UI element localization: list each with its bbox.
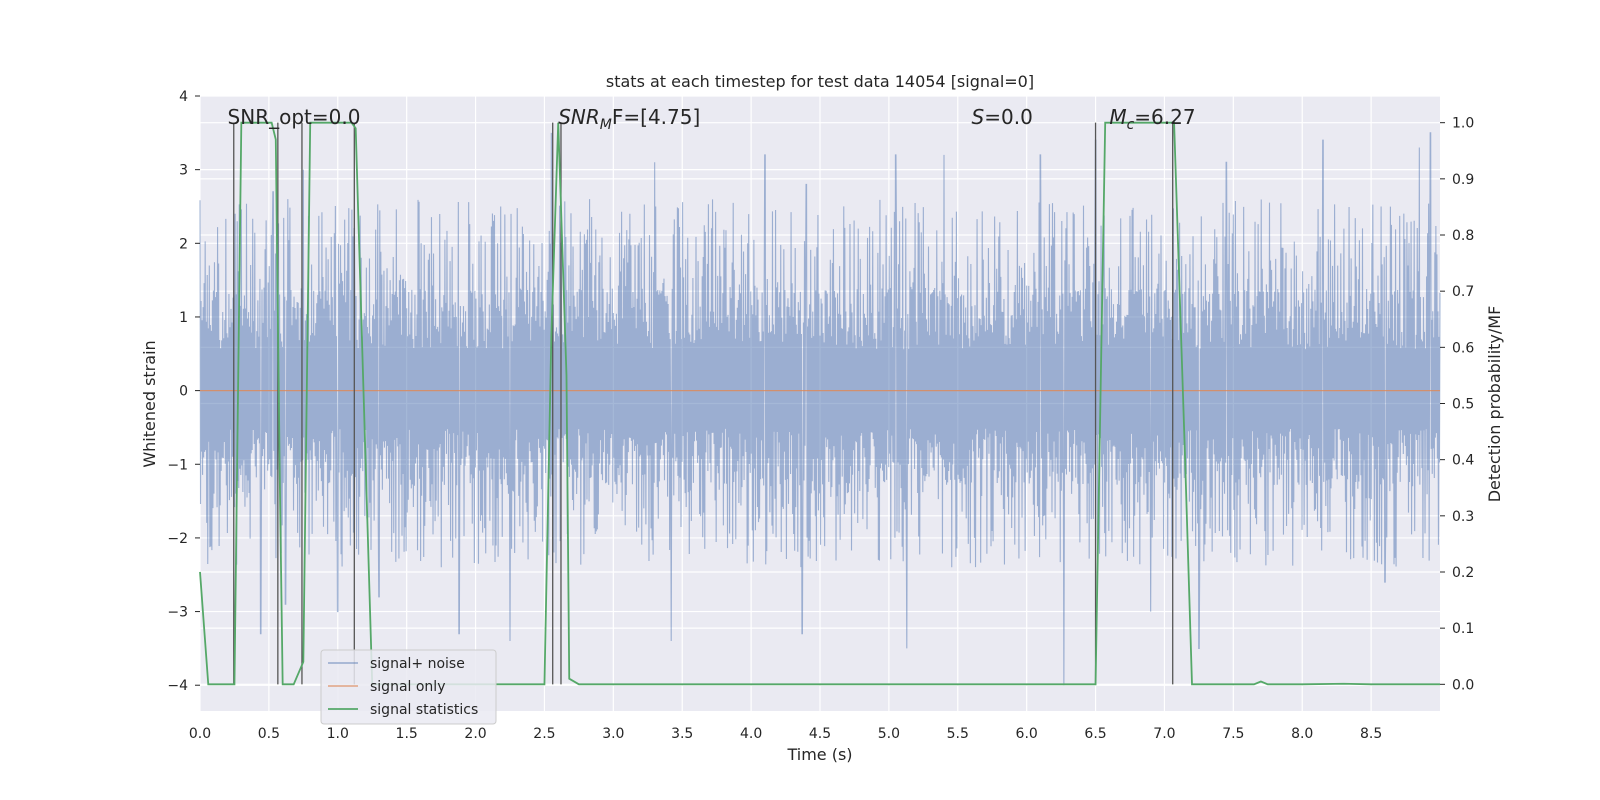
y-axis-label: Whitened strain	[140, 340, 159, 467]
y2-tick-label: 0.5	[1452, 397, 1474, 413]
legend-box	[320, 649, 497, 725]
y2-tick-label: 0.8	[1452, 228, 1474, 244]
annotation-1: SNRMF=[4.75]	[558, 105, 700, 133]
annotation-0: SNR_opt=0.0	[228, 105, 361, 129]
legend-label-signal-only: signal only	[370, 679, 445, 695]
x-axis: 0.0 0.5 1.0 1.5 2.0 2.5 3.0 3.5 4.0 4.5 5.0 5.5 6.0 6…	[189, 726, 1382, 742]
y-tick-label: 1	[179, 310, 188, 326]
x-tick-label: 7.5	[1222, 726, 1244, 742]
y2-tick-label: 0.2	[1452, 565, 1474, 581]
x-tick-label: 6.0	[1016, 726, 1038, 742]
x-tick-label: 2.5	[533, 726, 555, 742]
y2-tick-label: 0.9	[1452, 172, 1474, 188]
y2-tick-label: 0.7	[1452, 284, 1474, 300]
x-tick-label: 3.5	[671, 726, 693, 742]
legend: signal+ noise signal only signal statist…	[320, 649, 497, 725]
series-signal-statistics	[199, 121, 1440, 686]
x-tick-label: 1.0	[327, 726, 349, 742]
y2-axis-label: Detection probability/MF	[1485, 306, 1504, 503]
x-tick-label: 0.5	[258, 726, 280, 742]
x-tick-label: 1.5	[396, 726, 418, 742]
x-tick-label: 8.5	[1360, 726, 1382, 742]
x-tick-label: 7.0	[1153, 726, 1175, 742]
y2-tick-label: 0.6	[1452, 340, 1474, 356]
legend-label-signal-noise: signal+ noise	[370, 656, 465, 672]
signal-statistics-line	[199, 121, 1440, 686]
y-tick-label: −2	[167, 531, 188, 547]
annotation-3: Mc=6.27	[1109, 105, 1195, 133]
y-tick-label: 4	[179, 89, 188, 105]
x-tick-label: 0.0	[189, 726, 211, 742]
annotation-2: S=0.0	[972, 105, 1033, 129]
x-tick-label: 5.0	[878, 726, 900, 742]
x-tick-label: 4.0	[740, 726, 762, 742]
y2-tick-label: 0.1	[1452, 621, 1474, 637]
noise-trace	[199, 132, 1441, 686]
y-tick-label: −4	[167, 678, 188, 694]
y2-tick-label: 0.4	[1452, 453, 1474, 469]
y-tick-label: −3	[167, 605, 188, 621]
vertical-markers	[233, 122, 1174, 685]
x-tick-label: 4.5	[809, 726, 831, 742]
y-axis-left: −4 −3 −2 −1 0 1 2 3 4	[167, 89, 200, 694]
x-tick-label: 6.5	[1084, 726, 1106, 742]
series-signal-noise	[199, 132, 1441, 686]
x-tick-label: 5.5	[947, 726, 969, 742]
y2-tick-label: 0.0	[1452, 677, 1474, 693]
y2-tick-label: 0.3	[1452, 509, 1474, 525]
y-tick-label: −1	[167, 457, 188, 473]
y-tick-label: 3	[179, 163, 188, 179]
chart-title: stats at each timestep for test data 140…	[606, 72, 1034, 91]
y-tick-label: 0	[179, 384, 188, 400]
x-axis-label: Time (s)	[786, 745, 852, 764]
annotations: SNR_opt=0.0 SNRMF=[4.75] S=0.0 Mc=6.27	[228, 105, 1196, 133]
legend-label-signal-statistics: signal statistics	[370, 702, 478, 718]
x-tick-label: 3.0	[602, 726, 624, 742]
y-axis-right: 0.0 0.1 0.2 0.3 0.4 0.5 0.6 0.7 0.8 0.9 1.0	[1440, 116, 1474, 693]
y-tick-label: 2	[179, 236, 188, 252]
y2-tick-label: 1.0	[1452, 116, 1474, 132]
x-tick-label: 2.0	[464, 726, 486, 742]
x-tick-label: 8.0	[1291, 726, 1313, 742]
